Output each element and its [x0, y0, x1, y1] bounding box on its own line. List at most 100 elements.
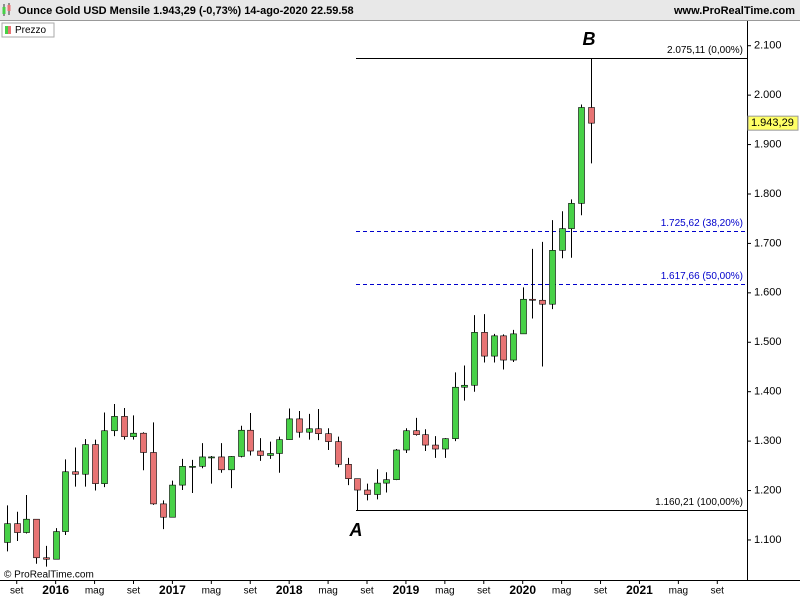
price-tag [747, 115, 799, 131]
y-tick-label: 1.800 [754, 188, 782, 200]
candle-body [500, 335, 507, 361]
candle-body [588, 107, 595, 124]
x-tick-label: 2019 [393, 583, 420, 597]
candle-body [354, 478, 361, 491]
candle-body [150, 452, 157, 505]
y-tick-label: 1.400 [754, 386, 782, 398]
candle-body [111, 416, 118, 432]
candle-body [432, 444, 439, 450]
candle-body [228, 456, 235, 471]
x-tick-label: mag [435, 586, 454, 597]
candle-body [218, 456, 225, 471]
candle-body [549, 250, 556, 305]
level-label: 1.725,62 (38,20%) [661, 218, 743, 229]
candle-body [413, 430, 420, 435]
candle-body [510, 333, 517, 361]
header-icon [2, 3, 11, 16]
candle-body [325, 433, 332, 442]
candle-body [461, 384, 468, 388]
candle-body [43, 557, 50, 560]
price-tag-label: 1.943,29 [751, 117, 794, 129]
candle-body [4, 523, 11, 543]
candle-body [559, 228, 566, 251]
candle-body [383, 479, 390, 484]
candle-body [53, 531, 60, 560]
legend-box [1, 22, 55, 38]
candle-body [578, 107, 585, 204]
level-label: 1.160,21 (100,00%) [655, 497, 743, 508]
candle-body [393, 449, 400, 480]
candle-body [238, 429, 245, 457]
candle-body [296, 418, 303, 433]
candle-body [306, 428, 313, 433]
level-label: 2.075,11 (0,00%) [667, 45, 743, 56]
x-tick-label: set [360, 586, 374, 597]
x-tick-label: mag [85, 586, 104, 597]
candle-body [286, 418, 293, 440]
x-tick-label: 2020 [509, 583, 536, 597]
candle-body [247, 429, 254, 452]
candle-body [101, 430, 108, 484]
candle-body [92, 444, 99, 484]
copyright: © ProRealTime.com [4, 570, 94, 581]
source: www.ProRealTime.com [673, 5, 795, 17]
candle-body [257, 450, 264, 456]
legend-label: Prezzo [15, 25, 47, 36]
candle-body [62, 471, 69, 532]
candle-body [189, 466, 196, 468]
y-tick-label: 1.500 [754, 336, 782, 348]
candle-body [491, 335, 498, 357]
x-tick-label: set [244, 586, 258, 597]
x-tick-label: mag [669, 586, 688, 597]
y-tick-label: 1.600 [754, 287, 782, 299]
candle-body [72, 471, 79, 475]
candle-body [539, 299, 546, 305]
x-tick-label: set [594, 586, 608, 597]
y-tick-label: 1.100 [754, 534, 782, 546]
candle-body [520, 298, 527, 335]
candle-body [140, 432, 147, 453]
annotation: A [349, 520, 363, 540]
candle-body [130, 432, 137, 437]
y-tick-label: 2.000 [754, 89, 782, 101]
candle-body [403, 430, 410, 451]
candle-body [179, 466, 186, 486]
candle-body [208, 456, 215, 459]
x-tick-label: 2017 [159, 583, 186, 597]
candle-body [267, 453, 274, 456]
x-tick-label: mag [318, 586, 337, 597]
candle-body [374, 482, 381, 495]
y-tick-label: 1.900 [754, 138, 782, 150]
annotation: B [583, 29, 596, 49]
candle-body [335, 441, 342, 465]
candle-body [442, 438, 449, 450]
candle-body [568, 203, 575, 229]
candle-body [160, 503, 167, 518]
candle-body [471, 332, 478, 386]
header-bar [0, 0, 800, 20]
legend-swatch [8, 26, 11, 34]
x-tick-label: set [477, 586, 491, 597]
x-tick-label: set [10, 586, 24, 597]
y-tick-label: 2.100 [754, 40, 782, 52]
candle-body [315, 428, 322, 435]
candle-body [481, 332, 488, 357]
x-tick-label: 2016 [42, 583, 69, 597]
legend-swatch [5, 26, 8, 34]
x-tick-label: 2018 [276, 583, 303, 597]
candle-body [82, 444, 89, 475]
candle-body [452, 386, 459, 439]
candle-body [422, 434, 429, 446]
level-label: 1.617,66 (50,00%) [661, 271, 743, 282]
x-tick-label: 2021 [626, 583, 653, 597]
candle-body [14, 523, 21, 533]
chart-title: Ounce Gold USD Mensile 1.943,29 (-0,73%)… [18, 5, 354, 17]
candle-body [199, 456, 206, 467]
y-tick-label: 1.300 [754, 435, 782, 447]
candle-body [33, 518, 40, 559]
candle-body [345, 464, 352, 479]
x-tick-label: mag [202, 586, 221, 597]
candle-body [276, 439, 283, 454]
x-tick-label: set [711, 586, 725, 597]
